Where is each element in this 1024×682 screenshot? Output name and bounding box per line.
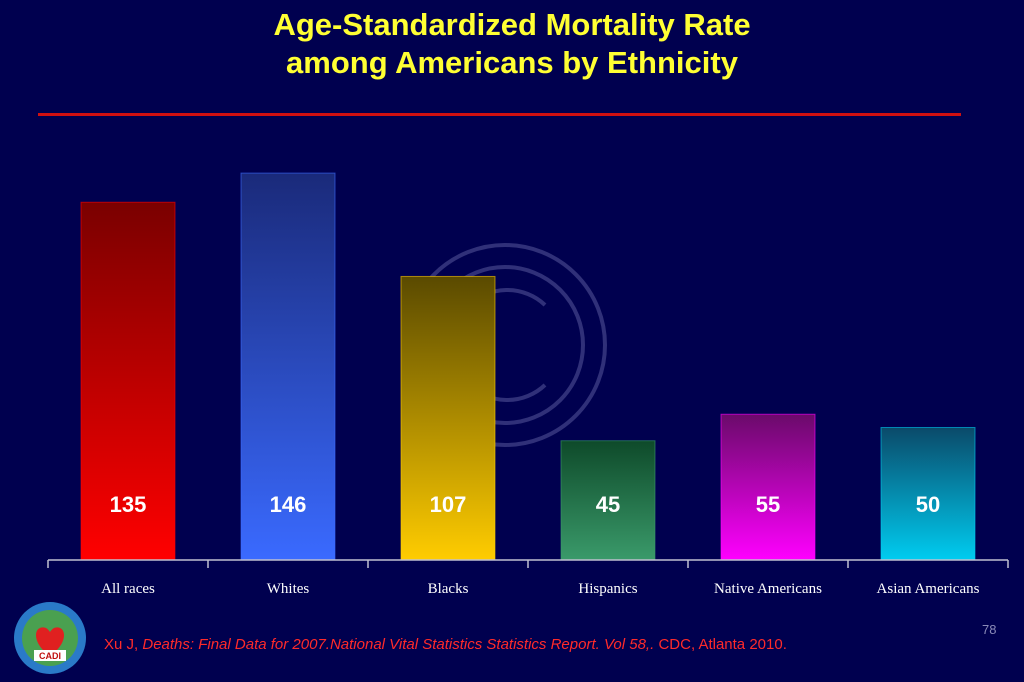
title-line-1: Age-Standardized Mortality Rate bbox=[273, 7, 751, 42]
slide-title: Age-Standardized Mortality Rate among Am… bbox=[0, 6, 1024, 82]
bar-all-races bbox=[80, 201, 176, 561]
bar-asian-americans bbox=[880, 427, 976, 561]
logo-text: CADI bbox=[39, 651, 61, 661]
bar-blacks bbox=[400, 275, 496, 561]
citation-publisher: CDC, Atlanta 2010. bbox=[654, 636, 787, 653]
tick-label: Blacks bbox=[428, 581, 469, 597]
citation-author: Xu J, bbox=[104, 636, 143, 653]
cadi-logo: CADI bbox=[14, 602, 86, 674]
bar-whites bbox=[240, 172, 336, 561]
tick-label: Native Americans bbox=[714, 581, 822, 597]
tick-label: Asian Americans bbox=[877, 581, 980, 597]
data-label: 45 bbox=[596, 492, 620, 517]
data-label: 135 bbox=[110, 492, 147, 517]
data-label: 50 bbox=[916, 492, 940, 517]
tick-label: Hispanics bbox=[578, 581, 637, 597]
bar-native-americans bbox=[720, 413, 816, 561]
citation: Xu J, Deaths: Final Data for 2007.Nation… bbox=[104, 636, 787, 653]
tick-label: Whites bbox=[267, 581, 310, 597]
title-line-2: among Americans by Ethnicity bbox=[286, 45, 738, 80]
title-rule bbox=[38, 113, 961, 116]
citation-title: Deaths: Final Data for 2007.National Vit… bbox=[142, 636, 655, 653]
tick-label: All races bbox=[101, 581, 155, 597]
data-label: 107 bbox=[430, 492, 467, 517]
data-label: 146 bbox=[270, 492, 307, 517]
page-number: 78 bbox=[982, 622, 997, 637]
data-label: 55 bbox=[756, 492, 780, 517]
